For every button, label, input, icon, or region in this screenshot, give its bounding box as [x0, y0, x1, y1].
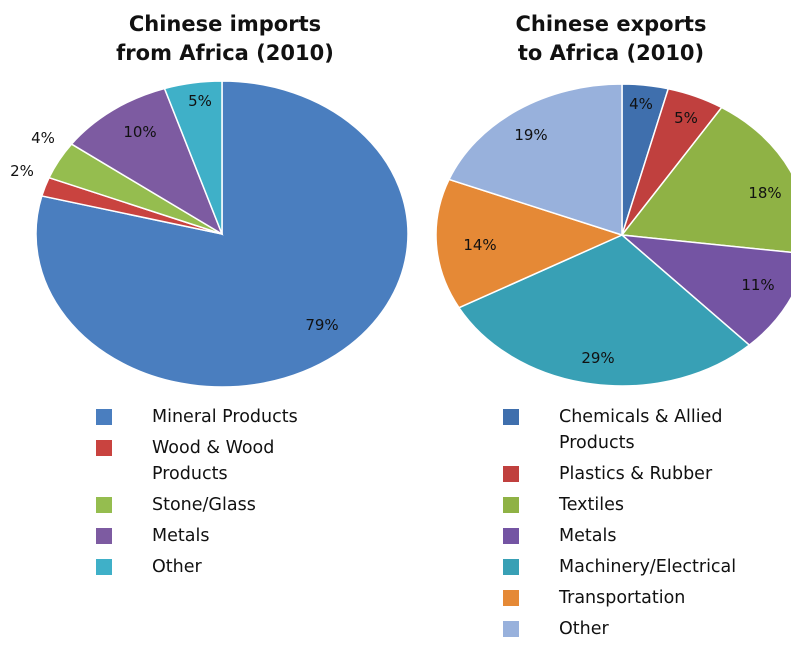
imports-legend-item: Other	[96, 554, 392, 580]
exports-legend-swatch	[503, 409, 519, 425]
imports-label-metals: 10%	[123, 123, 156, 141]
exports-legend-swatch	[503, 621, 519, 637]
exports-title-line-1: Chinese exports	[515, 12, 707, 36]
exports-legend-swatch	[503, 497, 519, 513]
exports-legend-label: Textiles	[559, 495, 625, 515]
imports-slice-metals	[70, 87, 224, 236]
imports-legend-label: Other	[152, 557, 202, 577]
exports-chart-title: Chinese exports to Africa (2010)	[436, 10, 786, 68]
exports-legend-item: Metals	[503, 523, 791, 549]
exports-legend-item: Plastics & Rubber	[503, 461, 791, 487]
exports-legend-swatch	[503, 590, 519, 606]
imports-title-line-1: Chinese imports	[128, 12, 322, 36]
exports-label-metals: 11%	[741, 276, 774, 294]
exports-label-textiles: 18%	[748, 184, 781, 202]
exports-legend-label: Other	[559, 619, 609, 639]
exports-slice-other	[448, 83, 623, 237]
imports-legend-label: Wood & Wood	[152, 438, 275, 458]
imports-legend-item: Metals	[96, 523, 392, 549]
imports-label-stone-glass: 4%	[31, 129, 55, 147]
imports-legend-swatch	[96, 409, 112, 425]
exports-legend-label: Metals	[559, 526, 617, 546]
imports-legend-swatch	[96, 559, 112, 575]
exports-label-other: 19%	[514, 126, 547, 144]
exports-label-chemicals-allied-products: 4%	[629, 95, 653, 113]
exports-label-transportation: 14%	[463, 236, 496, 254]
imports-legend-swatch	[96, 497, 112, 513]
imports-slice-other	[163, 80, 223, 235]
exports-slice-textiles	[620, 106, 791, 254]
exports-slice-machinery-electrical	[457, 234, 751, 387]
imports-legend: Mineral Products Wood & Wood Products Stone…	[96, 404, 392, 585]
imports-legend-label: Products	[152, 464, 228, 484]
exports-legend-item: Chemicals & Allied Products	[503, 404, 791, 456]
exports-legend-item: Machinery/Electrical	[503, 554, 791, 580]
imports-label-other: 5%	[188, 92, 212, 110]
exports-legend: Chemicals & Allied Products Plastics & Rub…	[503, 404, 791, 647]
exports-legend-label: Transportation	[559, 588, 686, 608]
imports-label-wood-wood-products: 2%	[10, 162, 34, 180]
imports-chart-title: Chinese imports from Africa (2010)	[40, 10, 410, 68]
imports-legend-swatch	[96, 528, 112, 544]
imports-legend-label: Metals	[152, 526, 210, 546]
exports-legend-swatch	[503, 559, 519, 575]
imports-legend-swatch	[96, 440, 112, 456]
exports-title-line-2: to Africa (2010)	[517, 41, 705, 65]
exports-legend-label: Machinery/Electrical	[559, 557, 737, 577]
imports-legend-label: Stone/Glass	[152, 495, 256, 515]
imports-legend-item: Wood & Wood Products	[96, 435, 392, 487]
imports-title-line-2: from Africa (2010)	[116, 41, 334, 65]
imports-legend-label: Mineral Products	[152, 407, 298, 427]
exports-legend-label: Chemicals & Allied	[559, 407, 723, 427]
imports-legend-item: Mineral Products	[96, 404, 392, 430]
imports-label-mineral-products: 79%	[305, 316, 338, 334]
exports-legend-label: Products	[559, 433, 635, 453]
exports-slice-metals	[619, 234, 791, 347]
exports-legend-swatch	[503, 528, 519, 544]
exports-label-plastics-rubber: 5%	[674, 109, 698, 127]
exports-legend-item: Other	[503, 616, 791, 642]
exports-label-machinery-electrical: 29%	[581, 349, 614, 367]
exports-legend-swatch	[503, 466, 519, 482]
exports-legend-label: Plastics & Rubber	[559, 464, 713, 484]
imports-legend-item: Stone/Glass	[96, 492, 392, 518]
exports-slice-transportation	[435, 178, 625, 309]
exports-legend-item: Textiles	[503, 492, 791, 518]
exports-legend-item: Transportation	[503, 585, 791, 611]
